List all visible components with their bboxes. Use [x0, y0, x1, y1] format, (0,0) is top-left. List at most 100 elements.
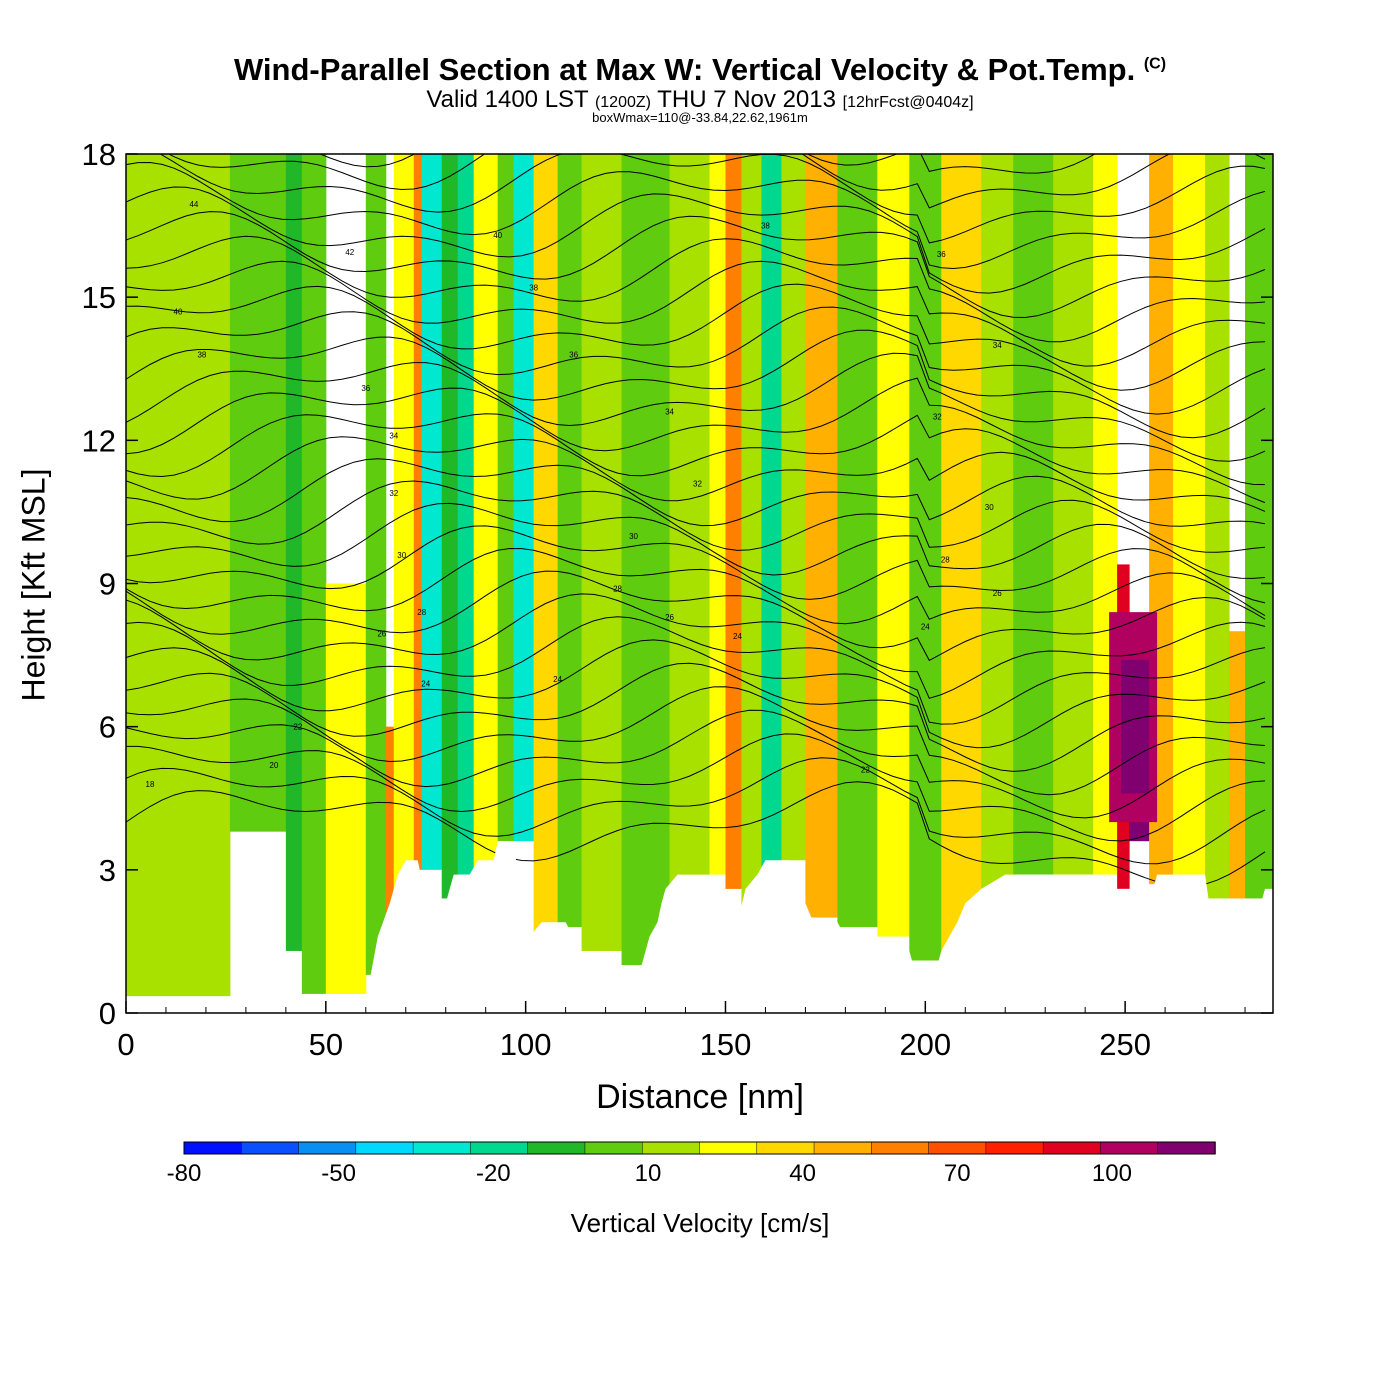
pot-temp-contour	[126, 593, 1266, 699]
velocity-cell	[1125, 688, 1138, 765]
y-tick-label: 15	[82, 280, 116, 315]
pot-temp-contour	[126, 377, 1266, 486]
x-axis-label: Distance [nm]	[596, 1078, 804, 1116]
velocity-cell	[513, 154, 535, 842]
colorbar-swatch	[298, 1141, 357, 1155]
colorbar-label: -80	[167, 1160, 202, 1187]
pot-temp-contour	[126, 458, 1266, 527]
x-tick-label: 250	[1099, 1027, 1151, 1062]
contour-label: 38	[761, 222, 770, 231]
colorbar-title: Vertical Velocity [cm/s]	[570, 1208, 830, 1238]
colorbar-swatch	[183, 1141, 243, 1155]
colorbar-label: 70	[944, 1160, 971, 1187]
contour-label: 40	[493, 231, 502, 240]
pot-temp-contour	[126, 480, 1266, 553]
colorbar-label: 100	[1092, 1160, 1132, 1187]
contour-label: 22	[861, 766, 870, 775]
velocity-cell	[301, 154, 327, 994]
forecast-info: [12hrFcst@0404z]	[842, 94, 974, 111]
pot-temp-contour	[126, 436, 1266, 512]
velocity-cell	[285, 154, 303, 951]
contour-label: 44	[189, 200, 198, 209]
pot-temp-contour	[126, 329, 1266, 439]
colorbar-swatch	[699, 1141, 758, 1155]
pot-temp-contours	[126, 154, 1266, 888]
velocity-cell	[473, 154, 499, 875]
velocity-cell	[781, 154, 806, 861]
colorbar-label: -50	[321, 1160, 356, 1187]
velocity-cell	[1053, 154, 1094, 875]
y-tick-label: 18	[82, 137, 116, 172]
contour-label: 36	[361, 384, 370, 393]
contour-label: 30	[397, 551, 406, 560]
velocity-cell	[126, 154, 191, 997]
contour-label: 26	[665, 613, 674, 622]
colorbar-swatch	[813, 1141, 873, 1155]
velocity-cell	[393, 154, 415, 899]
contour-label: 34	[665, 408, 674, 417]
colorbar-swatch	[584, 1141, 643, 1155]
colorbar-swatch	[1100, 1141, 1159, 1155]
pot-temp-contour	[126, 283, 1266, 391]
contour-label: 36	[937, 250, 946, 259]
pot-temp-contour	[126, 161, 1266, 270]
x-tick-label: 100	[500, 1027, 552, 1062]
velocity-cell	[1229, 631, 1246, 899]
velocity-cell	[229, 154, 287, 832]
pot-temp-contour	[126, 502, 1266, 579]
pot-temp-contour	[126, 235, 1266, 343]
colorbar-label: 40	[789, 1160, 816, 1187]
contour-label: 36	[569, 350, 578, 359]
colorbar-swatch	[641, 1141, 701, 1155]
colorbar-label: 10	[635, 1160, 662, 1187]
pot-temp-contour	[318, 154, 1096, 174]
velocity-cell	[365, 154, 387, 975]
velocity-cell	[621, 154, 671, 966]
pot-temp-contour	[126, 547, 1266, 625]
pot-temp-contour	[126, 352, 1266, 462]
velocity-cell	[1205, 154, 1230, 899]
chart-title: Wind-Parallel Section at Max W: Vertical…	[0, 52, 1400, 88]
velocity-cell	[1245, 154, 1273, 899]
pot-temp-contour	[126, 781, 1266, 888]
colorbar-swatch	[756, 1141, 815, 1155]
contour-label: 28	[613, 584, 622, 593]
contour-label: 20	[269, 761, 278, 770]
contour-label: 38	[197, 350, 206, 359]
contour-label: 28	[941, 556, 950, 565]
pot-temp-contour	[126, 186, 1266, 294]
box-info: boxWmax=110@-33.84,22.62,1961m	[592, 110, 808, 125]
colorbar-frame	[183, 1141, 1216, 1155]
contour-label: 38	[529, 284, 538, 293]
velocity-cell	[981, 154, 1014, 894]
pot-temp-contour	[126, 525, 1266, 604]
valid-date: THU 7 Nov 2013	[657, 86, 836, 113]
pot-temp-contour	[126, 260, 1266, 367]
colorbar-label: -20	[476, 1160, 511, 1187]
y-axis-label: Height [Kft MSL]	[15, 468, 52, 702]
contour-label: 28	[417, 608, 426, 617]
contour-label: 32	[933, 412, 942, 421]
velocity-cell	[557, 154, 583, 928]
colorbar-swatch	[412, 1141, 472, 1155]
pot-temp-contour	[126, 570, 1266, 662]
pot-temp-contour	[159, 154, 1266, 244]
colorbar-swatch	[527, 1141, 586, 1155]
contour-label: 40	[174, 307, 183, 316]
contour-label: 42	[345, 248, 354, 257]
chart-subtitle: Valid 1400 LST (1200Z) THU 7 Nov 2013 [1…	[0, 86, 1400, 114]
terrain	[126, 841, 1273, 1013]
y-tick-label: 0	[99, 996, 116, 1031]
velocity-cell	[581, 154, 623, 951]
y-tick-label: 3	[99, 853, 116, 888]
copyright-mark: (C)	[1143, 55, 1167, 73]
contour-label: 32	[389, 489, 398, 498]
contour-label: 22	[293, 723, 302, 732]
colorbar-swatch	[355, 1141, 414, 1155]
contour-label: 32	[693, 479, 702, 488]
pot-temp-contour	[126, 709, 1266, 819]
contour-label: 26	[993, 589, 1002, 598]
velocity-cell	[385, 726, 395, 918]
velocity-cell	[325, 583, 367, 994]
